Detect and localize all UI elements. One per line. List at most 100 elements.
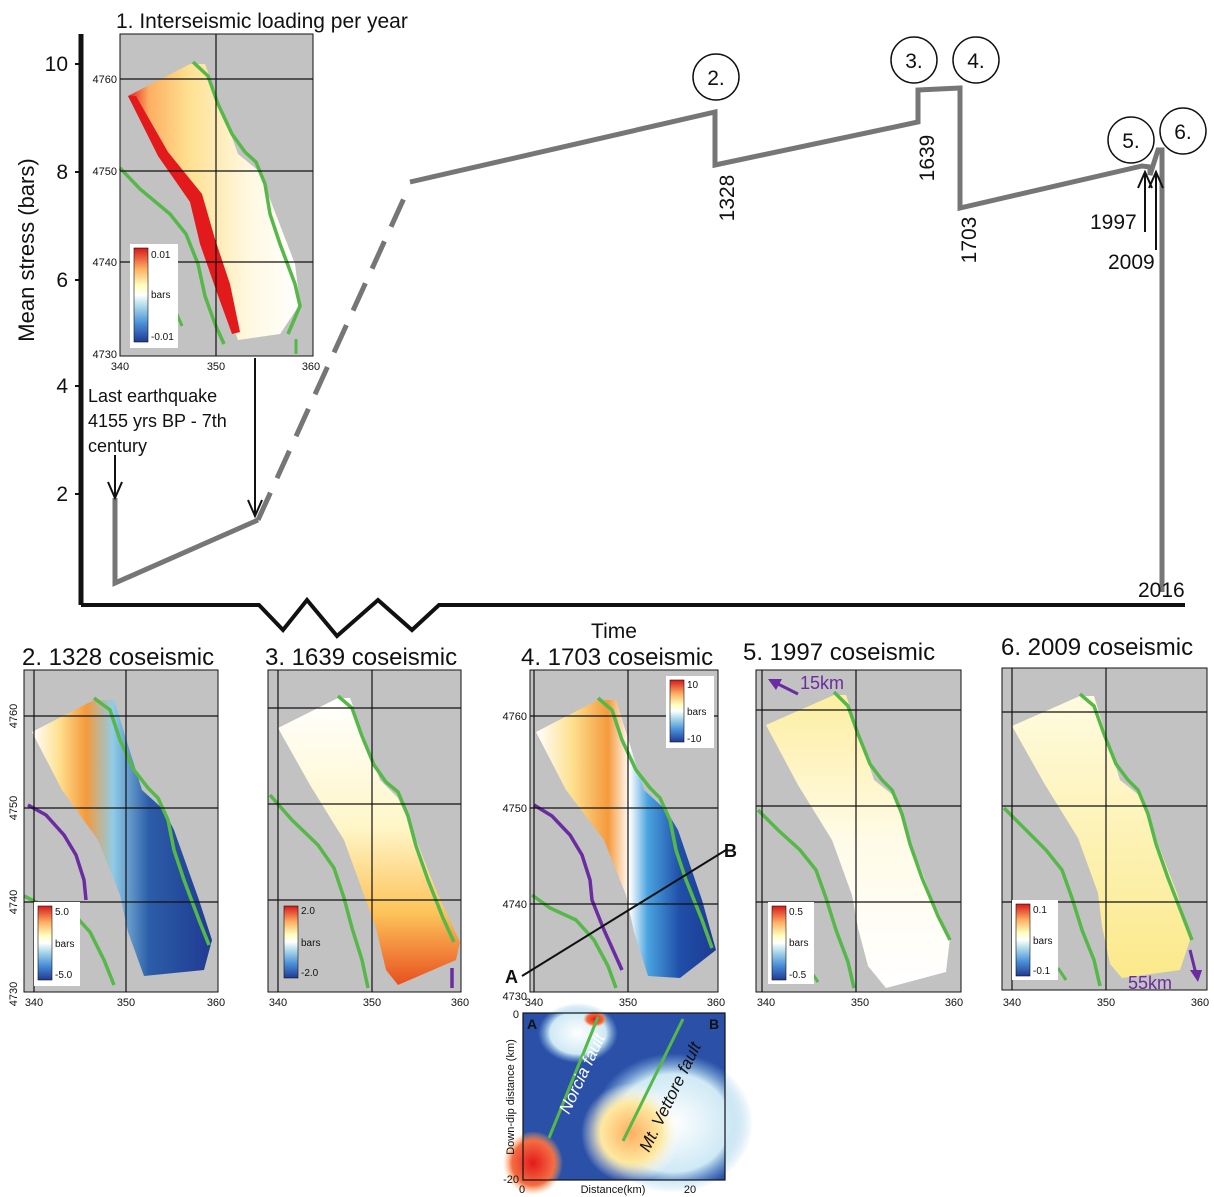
panel-2-colorbar: 5.0 bars -5.0	[34, 902, 80, 986]
panel-4-purple-fault	[533, 803, 624, 971]
panel-2-ytick-4740: 4740	[8, 890, 20, 914]
panel-5-fault-east	[832, 690, 952, 941]
stress-path-early	[112, 498, 260, 587]
panel-6-xtick-340: 340	[1003, 997, 1021, 1009]
svg-text:-2.0: -2.0	[301, 968, 319, 979]
panel-4-ytick-4750: 4750	[503, 803, 527, 815]
xs-ytick-0: 0	[513, 1009, 519, 1021]
last-eq-note-line1: Last earthquake	[88, 386, 217, 406]
panel-3-stress-field	[278, 698, 460, 985]
panel-2-fault-east	[92, 696, 211, 946]
panel-5-title: 5. 1997 coseismic	[743, 639, 935, 666]
svg-text:0.1: 0.1	[1033, 905, 1047, 916]
xs-ytick-20: -20	[503, 1174, 519, 1186]
panel-2-ytick-4760: 4760	[8, 704, 20, 728]
svg-text:6.: 6.	[1174, 121, 1192, 144]
panel-3-1639: 3. 1639 coseismic 2.0 bars -2.0	[265, 644, 469, 1009]
svg-text:3.: 3.	[905, 50, 923, 73]
xs-xtick-0: 0	[519, 1184, 525, 1196]
event-circle-2: 2.	[692, 53, 740, 101]
panel-3-fault-west	[268, 793, 370, 989]
panel-1-ytick-4730: 4730	[93, 349, 117, 361]
panel-1-xtick-340: 340	[111, 361, 129, 373]
panel-4-stress-field	[536, 700, 716, 978]
panel-1-stress-field	[128, 64, 300, 340]
panel-4-label-b: B	[724, 841, 737, 861]
svg-text:0.5: 0.5	[789, 907, 803, 918]
svg-text:4.: 4.	[967, 50, 985, 73]
event-circle-5: 5.	[1107, 116, 1155, 164]
panel-6-xtick-350: 350	[1097, 997, 1115, 1009]
xs-label-b: B	[709, 1016, 719, 1032]
panel-1-colorbar: 0.01 bars -0.01	[130, 244, 178, 348]
panel-4-ytick-4760: 4760	[503, 711, 527, 723]
xs-label-a: A	[527, 1016, 537, 1032]
y-tick-8: 8	[56, 161, 68, 184]
panel-4-ytick-4740: 4740	[503, 899, 527, 911]
svg-text:5.0: 5.0	[55, 907, 69, 918]
panel-3-fault-east	[336, 694, 456, 943]
vettore-fault-line	[621, 1018, 685, 1142]
event-circle-3: 3.	[890, 36, 938, 84]
xs-xtick-20: 20	[684, 1184, 696, 1196]
panel-1-red-band	[128, 96, 240, 334]
svg-text:-10: -10	[687, 734, 702, 745]
year-1703: 1703	[958, 217, 981, 264]
panel-5-arrow-label: 15km	[800, 673, 844, 693]
svg-text:5.: 5.	[1122, 130, 1140, 153]
panel-6-arrow-label: 55km	[1128, 973, 1172, 993]
panel-1-ytick-4760: 4760	[93, 74, 117, 86]
panel-1-xtick-360: 360	[302, 361, 320, 373]
panel-2-xtick-340: 340	[25, 997, 43, 1009]
svg-text:-0.5: -0.5	[789, 970, 807, 981]
last-eq-note-line3: century	[88, 436, 147, 456]
panel-2-ytick-4730: 4730	[8, 982, 20, 1006]
svg-text:-0.1: -0.1	[1033, 966, 1051, 977]
panel-5-xtick-350: 350	[851, 997, 869, 1009]
panel-1-xtick-350: 350	[207, 361, 225, 373]
panel-5-stress-field	[766, 695, 950, 988]
panel-5-direction-arrow	[768, 679, 799, 696]
panel-1-ytick-4750: 4750	[93, 166, 117, 178]
panel-4-title: 4. 1703 coseismic	[521, 644, 713, 671]
xs-xlabel: Distance(km)	[581, 1184, 646, 1196]
panel-2-ytick-4750: 4750	[8, 796, 20, 820]
panel-6-xtick-360: 360	[1191, 997, 1209, 1009]
panel-3-xtick-340: 340	[269, 997, 287, 1009]
x-axis-label: Time	[591, 620, 637, 643]
time-axis-line	[81, 596, 1185, 639]
panel-6-fault-west	[1002, 806, 1102, 987]
panel-2-purple-fault	[27, 803, 88, 901]
panel-4-fault-east	[596, 696, 714, 949]
panel-2-1328: 2. 1328 coseismic 5.0 bars -5.0	[8, 644, 225, 1009]
svg-text:-0.01: -0.01	[151, 332, 174, 343]
panel-5-xtick-360: 360	[945, 997, 963, 1009]
panel-2-xtick-360: 360	[207, 997, 225, 1009]
y-tick-2: 2	[56, 483, 68, 506]
panel-4-xtick-350: 350	[619, 997, 637, 1009]
svg-text:10: 10	[687, 680, 699, 691]
panel-5-xtick-340: 340	[757, 997, 775, 1009]
svg-text:-5.0: -5.0	[55, 970, 73, 981]
panel-3-xtick-360: 360	[451, 997, 469, 1009]
panel-3-colorbar: 2.0 bars -2.0	[282, 902, 328, 982]
panel-6-direction-arrow	[1188, 949, 1202, 982]
panel-6-fault-east	[1078, 692, 1194, 941]
svg-text:2.: 2.	[707, 67, 725, 90]
y-ticks: 10 8 6 4 2	[45, 53, 81, 506]
arrow-1997	[1137, 169, 1153, 232]
stress-path-historic	[409, 85, 1165, 592]
y-axis-label: Mean stress (bars)	[14, 158, 39, 341]
panel-1-fault-west	[118, 166, 226, 345]
panel-4-colorbar: 10 bars -10	[666, 676, 714, 748]
panel-2-stress-field	[32, 700, 212, 976]
last-eq-arrow	[107, 455, 123, 501]
event-circle-6: 6.	[1159, 107, 1207, 155]
svg-text:0.01: 0.01	[151, 250, 171, 261]
svg-text:bars: bars	[151, 290, 170, 301]
event-circle-4: 4.	[952, 36, 1000, 84]
panel-1-ytick-4740: 4740	[93, 257, 117, 269]
panel-4-ytick-4730: 4730	[503, 991, 527, 1003]
cross-section: A B Norcia fault Mt. Vettore fault Dista…	[503, 1003, 753, 1196]
